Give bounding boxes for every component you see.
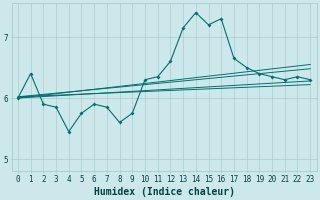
X-axis label: Humidex (Indice chaleur): Humidex (Indice chaleur) — [93, 186, 235, 197]
